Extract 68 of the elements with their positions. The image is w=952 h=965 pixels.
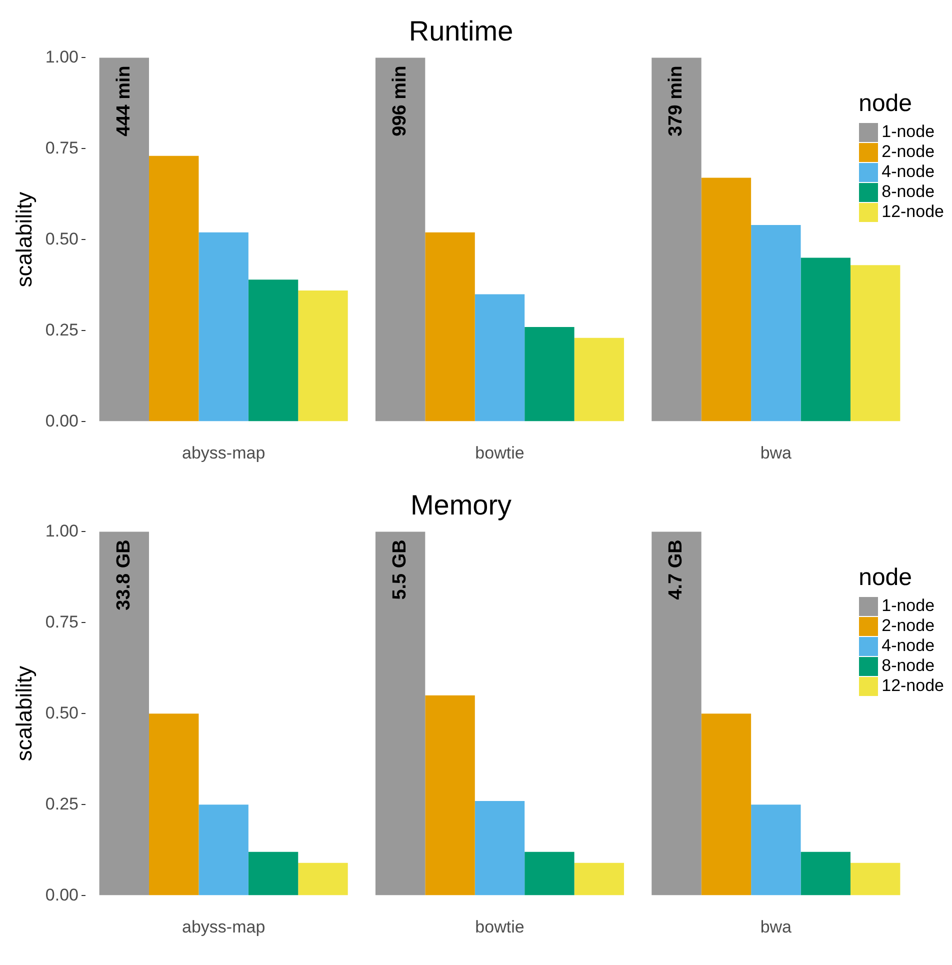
y-tick-label: 1.00: [45, 521, 78, 540]
bar: [800, 258, 850, 422]
bar: [751, 225, 801, 422]
annotation: 5.5 GB: [390, 540, 411, 600]
legend-label: 1-node: [882, 122, 935, 142]
bar: [800, 852, 850, 896]
bar: [524, 326, 574, 422]
bar: [99, 532, 150, 896]
legend-label: 1-node: [882, 596, 935, 616]
bar: [574, 862, 624, 896]
bar: [248, 852, 298, 896]
legend-label: 2-node: [882, 142, 935, 162]
y-axis-title: scalability: [11, 666, 36, 762]
bar: [298, 862, 348, 896]
bar: [149, 156, 199, 422]
annotation: 996 min: [390, 66, 411, 136]
x-tick-label: bwa: [760, 917, 792, 936]
legend-label: 4-node: [882, 162, 935, 182]
y-tick-label: 0.25: [45, 794, 78, 814]
bar: [425, 232, 475, 422]
x-tick-label: abyss-map: [182, 917, 266, 936]
legend-label: 8-node: [882, 656, 935, 676]
bar: [574, 338, 624, 422]
bar: [149, 714, 199, 896]
bar: [850, 265, 900, 422]
annotation: 444 min: [113, 66, 134, 136]
x-tick-label: bowtie: [475, 917, 524, 936]
y-tick-label: 0.50: [45, 703, 78, 722]
y-tick-label: 0.50: [45, 229, 78, 248]
x-tick-label: abyss-map: [182, 443, 266, 462]
y-axis-title: scalability: [11, 192, 36, 288]
bar: [425, 695, 475, 896]
legend-label: 8-node: [882, 182, 935, 202]
bar: [198, 232, 248, 422]
legend-label: 12-node: [882, 202, 944, 222]
bar: [298, 290, 348, 422]
annotation: 33.8 GB: [113, 540, 134, 610]
bar: [99, 58, 150, 422]
y-tick-label: 0.00: [45, 885, 78, 904]
bar: [375, 58, 426, 422]
y-tick-label: 0.00: [45, 411, 78, 430]
y-tick-label: 0.25: [45, 320, 78, 340]
bar: [850, 862, 900, 896]
legend-label: 2-node: [882, 616, 935, 636]
bar: [652, 58, 702, 422]
bar: [375, 532, 426, 896]
legend-title: node: [858, 90, 913, 118]
bar: [474, 294, 525, 422]
legend-label: 12-node: [882, 676, 944, 696]
bar: [198, 804, 248, 896]
bar: [652, 532, 702, 896]
bar: [751, 804, 801, 896]
annotation: 4.7 GB: [666, 540, 687, 600]
bar: [701, 714, 752, 896]
bar: [524, 852, 574, 896]
bar: [248, 280, 298, 422]
bar: [701, 178, 752, 422]
bar: [474, 800, 525, 896]
chart-title: Runtime: [408, 16, 514, 47]
y-tick-label: 1.00: [45, 47, 78, 66]
x-tick-label: bwa: [760, 443, 792, 462]
y-tick-label: 0.75: [45, 612, 78, 632]
y-tick-label: 0.75: [45, 138, 78, 158]
legend-label: 4-node: [882, 636, 935, 656]
annotation: 379 min: [666, 66, 687, 136]
legend-title: node: [858, 564, 913, 592]
x-tick-label: bowtie: [475, 443, 524, 462]
chart-title: Memory: [410, 490, 512, 521]
